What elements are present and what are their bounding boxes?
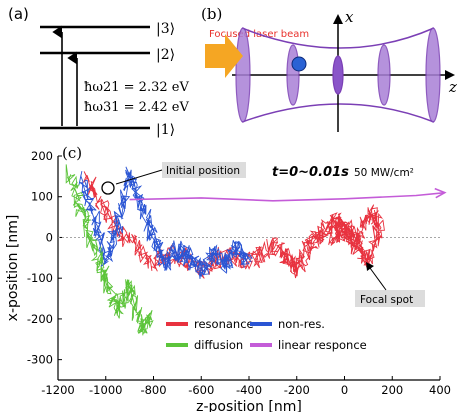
series-line-nonres: [78, 166, 253, 279]
x-tick-label: -800: [140, 383, 166, 397]
x-axis-label: x: [345, 8, 354, 26]
y-tick-label: -200: [27, 312, 53, 326]
focal-spot-box: [355, 290, 425, 307]
series-line-resonance: [83, 171, 385, 279]
legend-label: non-res.: [278, 317, 325, 331]
initial-position-marker: [101, 181, 115, 195]
x-tick-label: -1000: [89, 383, 122, 397]
panel-c: (c) -1200 -1000 -800 -600 -400 -200 0 200 400 200…: [0, 140, 474, 415]
time-label: t=0~0.01s: [272, 165, 349, 180]
linear-response-arrowhead: [434, 187, 447, 199]
energy-level-diagram: (a) |3⟩ |2⟩ |1⟩ ħω21 = 2.32 eV ħω31 = 2.…: [8, 5, 189, 138]
focused-beam-diagram: (b) Focused laser beam z x: [201, 5, 457, 132]
series-line-linear-response: [129, 191, 445, 202]
trajectory-chart: (c) -1200 -1000 -800 -600 -400 -200 0 200 400200…: [5, 144, 451, 415]
focal-spot-pointer: [369, 267, 387, 291]
panel-b: (b) Focused laser beam z x: [197, 0, 474, 145]
legend-label: diffusion: [194, 338, 243, 352]
legend-label: resonance: [194, 317, 254, 331]
beam-disk-1: [235, 27, 251, 123]
x-tick-label: -200: [284, 383, 310, 397]
beam-disk-focus: [332, 55, 344, 95]
panel-c-label: (c): [62, 144, 82, 162]
panel-b-label: (b): [201, 5, 222, 23]
beam-disk-5: [425, 27, 441, 123]
y-tick-label: 0: [46, 230, 53, 244]
initial-position-pointer: [115, 169, 163, 185]
series-line-diffusion: [65, 164, 154, 336]
eq-omega31: ħω31 = 2.42 eV: [84, 100, 189, 115]
level-3-label: |3⟩: [156, 21, 175, 37]
y-axis-title: x-position [nm]: [5, 215, 21, 322]
focal-spot-arrowhead: [366, 262, 374, 271]
panel-a: (a) |3⟩ |2⟩ |1⟩ ħω21 = 2.32 eV ħω31 = 2.…: [0, 0, 200, 145]
beam-disk-2: [286, 44, 300, 106]
beam-disk-4: [377, 44, 391, 106]
eq-omega21: ħω21 = 2.32 eV: [84, 80, 189, 95]
z-axis-label: z: [448, 78, 457, 96]
legend-label: linear responce: [278, 338, 367, 352]
focal-spot-label: Focal spot: [360, 294, 413, 306]
y-tick-label: -100: [27, 271, 53, 285]
z-axis-arrowhead: [445, 70, 455, 80]
power-label: 50 MW/cm²: [354, 167, 414, 179]
beam-upper-edge: [241, 27, 435, 49]
incident-beam-arrow-icon: [205, 34, 243, 78]
initial-position-label: Initial position: [166, 165, 240, 177]
level-1-label: |1⟩: [156, 122, 175, 138]
panel-a-label: (a): [8, 5, 29, 23]
beam-lower-edge: [241, 103, 435, 123]
y-tick-label: 200: [31, 149, 53, 163]
x-tick-label: 0: [341, 383, 348, 397]
y-tick-label: -300: [27, 353, 53, 367]
level-2-label: |2⟩: [156, 47, 175, 63]
x-axis-arrowhead: [333, 14, 343, 24]
initial-position-box: [162, 162, 246, 178]
x-tick-label: -400: [236, 383, 262, 397]
x-axis-title: z-position [nm]: [196, 399, 302, 412]
y-tick-label: 100: [31, 190, 53, 204]
x-tick-label: -600: [188, 383, 214, 397]
x-tick-label: -1200: [41, 383, 74, 397]
particle: [291, 56, 307, 72]
x-tick-label: 200: [381, 383, 403, 397]
x-tick-label: 400: [429, 383, 451, 397]
